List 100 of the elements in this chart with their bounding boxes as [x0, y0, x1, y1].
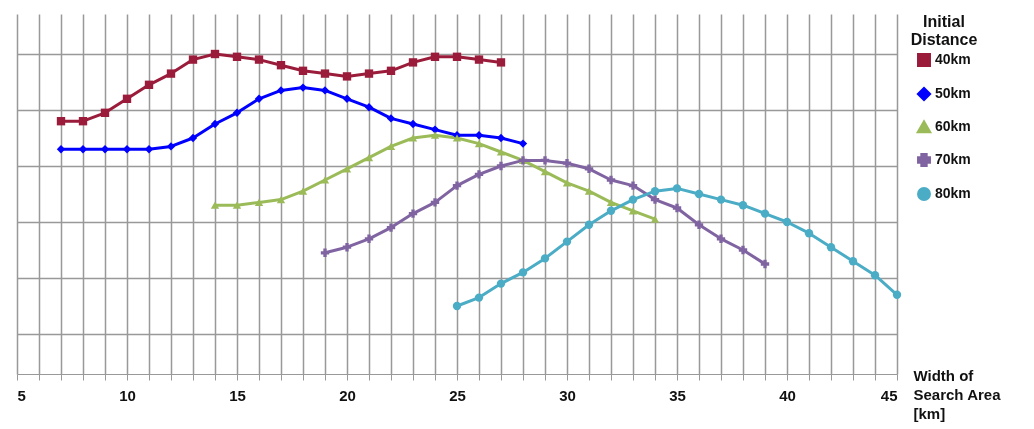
point	[474, 139, 484, 148]
point	[298, 66, 308, 75]
point	[386, 223, 396, 232]
point	[232, 108, 242, 117]
point	[122, 145, 132, 154]
point	[584, 164, 594, 173]
point	[672, 184, 682, 193]
point	[232, 52, 242, 61]
point	[342, 165, 352, 173]
point	[452, 52, 462, 61]
x-tick-label: 25	[449, 386, 466, 404]
point	[540, 254, 550, 263]
point	[364, 234, 374, 243]
x-tick-label: 40	[779, 386, 796, 404]
point	[430, 52, 440, 61]
point	[210, 201, 220, 209]
point	[144, 145, 154, 154]
point	[56, 145, 66, 154]
point	[650, 195, 660, 204]
legend-label: 80km	[935, 185, 971, 201]
point	[540, 167, 550, 176]
point	[78, 145, 88, 154]
x-tick-label: 10	[119, 386, 136, 404]
point	[78, 117, 88, 126]
point	[364, 103, 374, 112]
point	[320, 86, 330, 95]
point	[210, 119, 220, 129]
x-tick-label: 30	[559, 386, 576, 404]
point	[826, 243, 836, 252]
point	[364, 153, 374, 162]
point	[386, 114, 396, 123]
point	[452, 301, 462, 311]
point	[386, 142, 396, 151]
x-tick-label: 15	[229, 386, 246, 404]
x-axis-title: Width of Search Area [km]	[913, 366, 1002, 422]
point	[364, 69, 374, 78]
point	[760, 209, 770, 218]
point	[342, 72, 352, 81]
point	[342, 243, 352, 252]
point	[628, 207, 638, 215]
point	[584, 187, 594, 195]
point	[474, 293, 484, 302]
point	[452, 181, 462, 190]
point	[166, 69, 176, 78]
point	[694, 189, 704, 199]
legend-title: Initial Distance	[910, 13, 978, 48]
point	[716, 195, 726, 204]
point	[232, 201, 242, 209]
point	[188, 133, 198, 143]
point	[518, 268, 528, 277]
point	[518, 139, 528, 148]
point	[166, 142, 176, 151]
point	[254, 94, 264, 103]
point	[408, 119, 418, 129]
point	[342, 94, 352, 103]
legend-label: 40km	[935, 51, 971, 67]
point	[584, 220, 594, 229]
point	[650, 215, 660, 223]
point	[760, 259, 770, 269]
point	[496, 58, 506, 67]
point	[496, 148, 506, 156]
point	[628, 195, 638, 204]
point	[562, 237, 572, 246]
point	[386, 66, 396, 75]
point	[562, 159, 572, 168]
point	[540, 156, 550, 165]
point	[848, 257, 858, 266]
point	[122, 94, 132, 103]
point	[254, 198, 264, 207]
point	[716, 234, 726, 243]
point	[188, 55, 198, 64]
point	[100, 145, 110, 154]
point	[430, 131, 440, 139]
legend-label: 50km	[935, 85, 971, 101]
point	[430, 198, 440, 207]
point	[210, 49, 220, 59]
point	[144, 80, 154, 89]
point	[474, 55, 484, 64]
point	[276, 61, 286, 70]
point	[474, 170, 484, 179]
point	[320, 248, 330, 257]
point	[738, 201, 748, 210]
point	[254, 55, 264, 64]
point	[782, 217, 792, 227]
point	[606, 198, 616, 207]
legend-label: 60km	[935, 118, 971, 134]
point	[320, 69, 330, 78]
point	[606, 206, 616, 215]
legend-label: 70km	[935, 151, 971, 167]
point	[408, 58, 418, 67]
point	[496, 161, 506, 171]
point	[628, 181, 638, 190]
point	[496, 279, 506, 288]
point	[672, 203, 682, 213]
point	[408, 134, 418, 142]
point	[694, 220, 704, 229]
point	[276, 195, 286, 204]
point	[408, 209, 418, 218]
point	[892, 290, 902, 299]
point	[650, 187, 660, 196]
